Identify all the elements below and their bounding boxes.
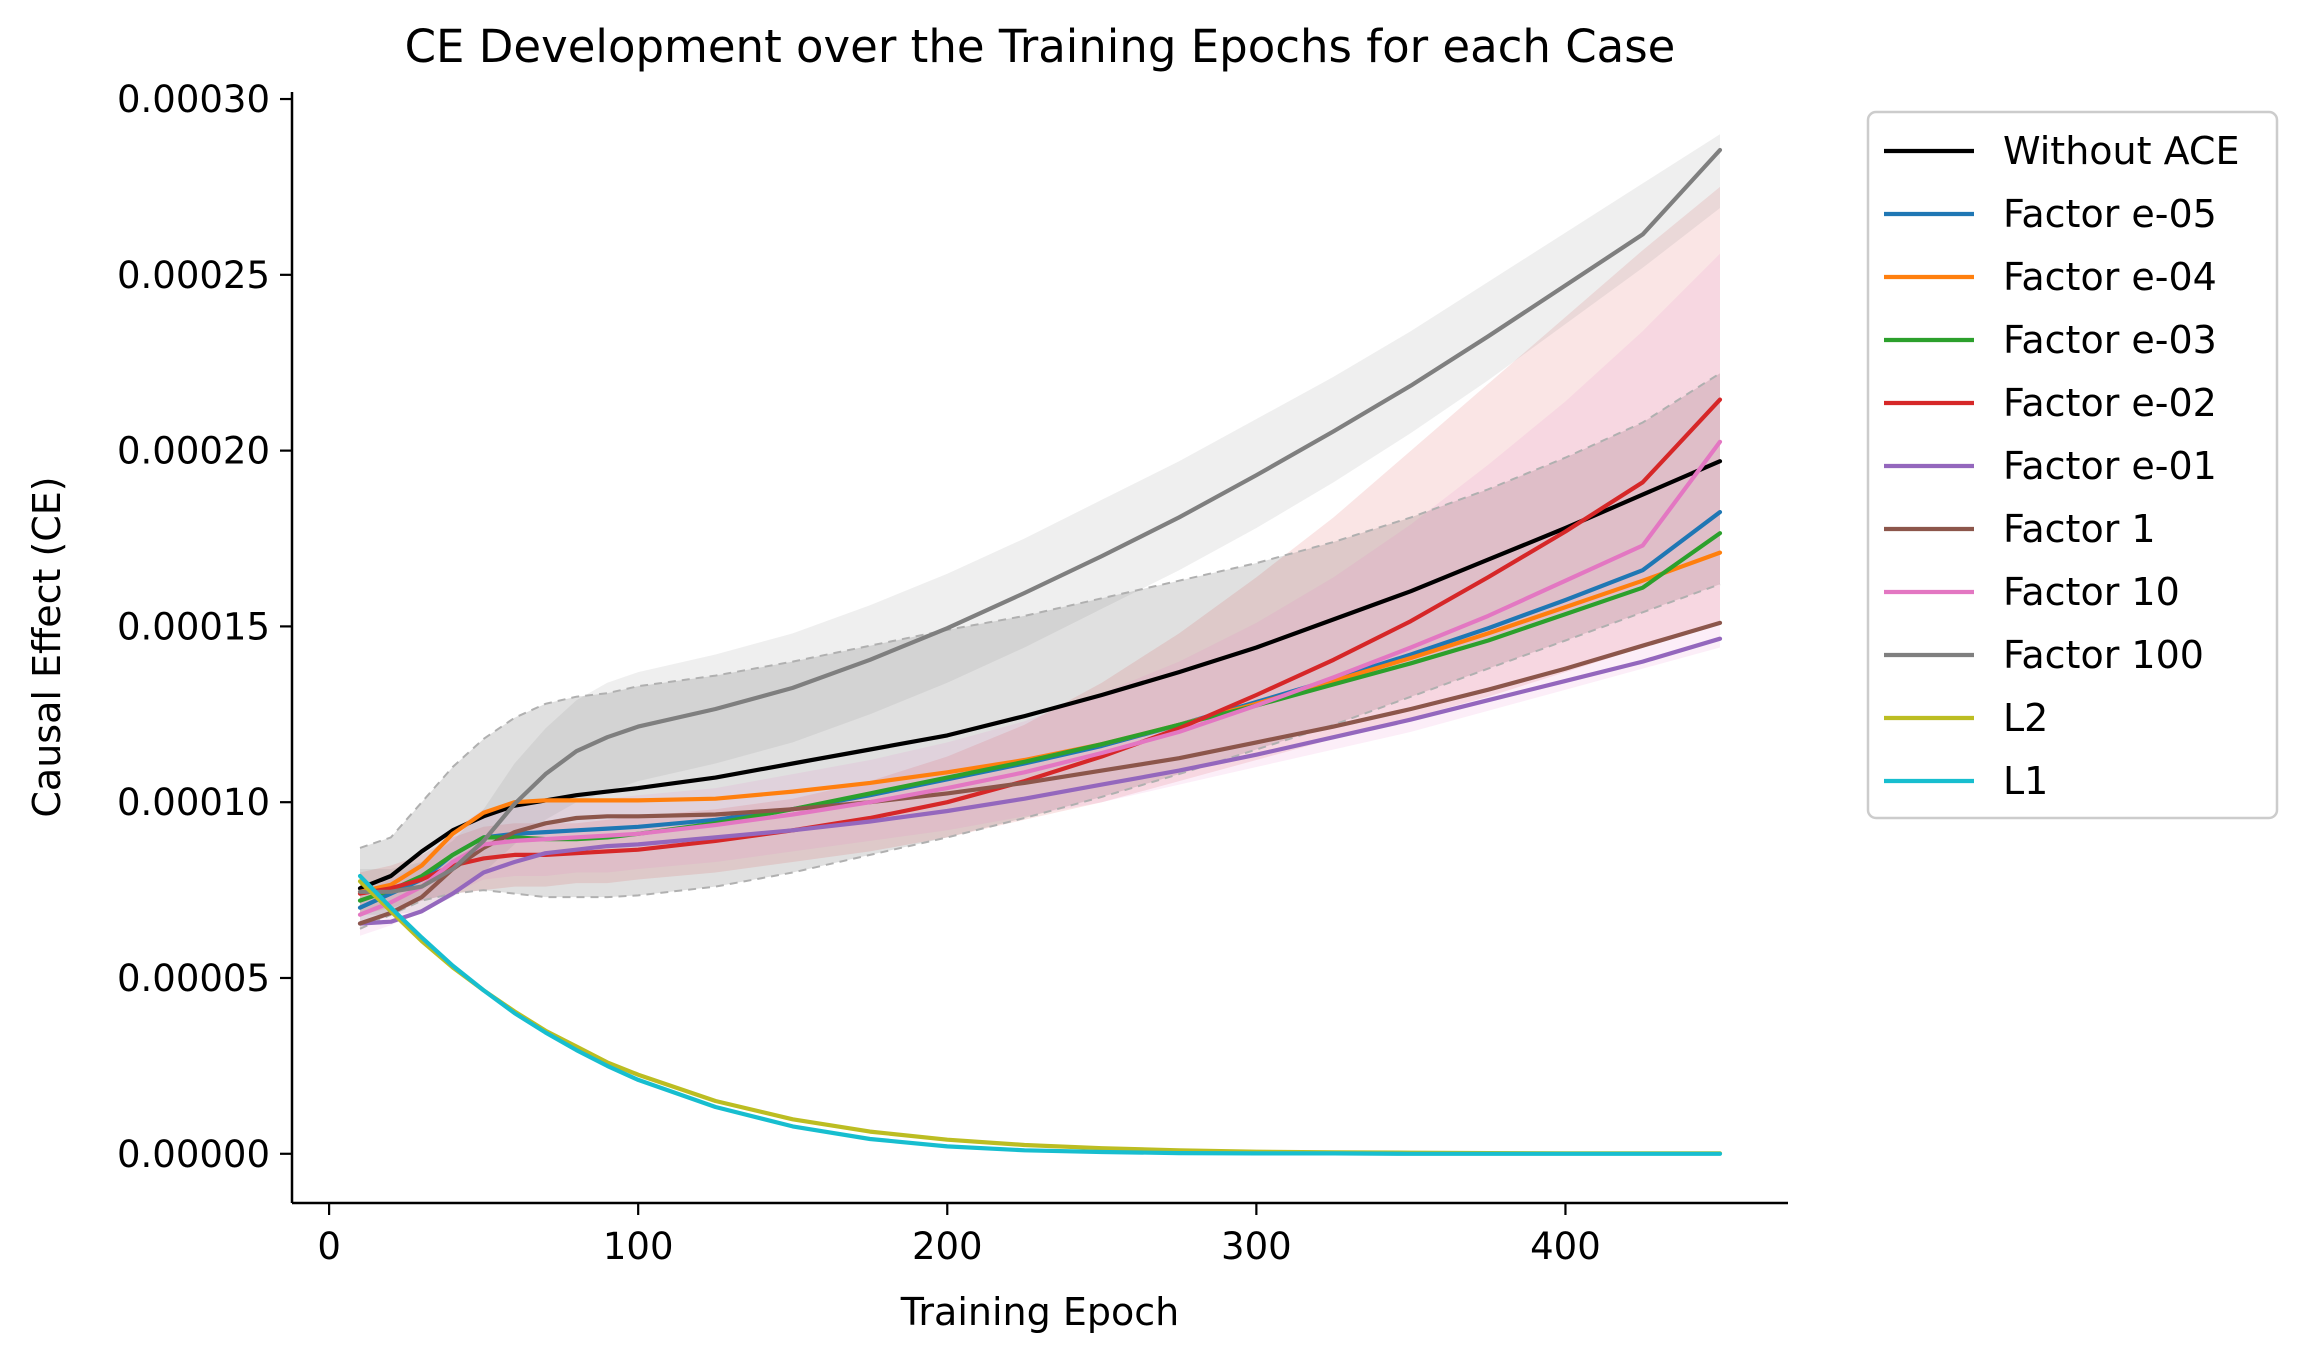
y-tick-label: 0.00000 <box>117 1133 270 1176</box>
legend-label-factor-e-05: Factor e-05 <box>2003 192 2217 236</box>
x-tick-label: 400 <box>1530 1225 1601 1268</box>
x-tick-label: 0 <box>317 1225 341 1268</box>
axis-ticks: 0 100 200 300 400 0.00000 0.00005 0.00010 0.0001… <box>117 78 1601 1268</box>
x-tick-label: 300 <box>1221 1225 1292 1268</box>
legend-label-l1: L1 <box>2003 759 2048 803</box>
chart-title: CE Development over the Training Epochs … <box>405 20 1676 73</box>
y-tick-label: 0.00015 <box>117 605 270 648</box>
x-tick-label: 200 <box>912 1225 983 1268</box>
series-line-factor-e-01 <box>357 636 1723 926</box>
x-axis-label: Training Epoch <box>900 1290 1179 1334</box>
band-without-ace <box>360 373 1720 929</box>
y-axis-label: Causal Effect (CE) <box>25 476 69 817</box>
legend-label-factor-1: Factor 1 <box>2003 507 2156 551</box>
legend-label-factor-e-02: Factor e-02 <box>2003 381 2217 425</box>
legend-frame <box>1866 110 2279 820</box>
y-tick-label: 0.00025 <box>117 254 270 297</box>
legend-items: Without ACE Factor e-05 Factor e-04 Factor … <box>1884 129 2239 803</box>
series-lines <box>357 147 1723 1156</box>
legend-label-without-ace: Without ACE <box>2003 129 2239 173</box>
series-line-factor-100 <box>357 147 1723 894</box>
legend-label-factor-100: Factor 100 <box>2003 633 2204 677</box>
legend: Without ACE Factor e-05 Factor e-04 Factor … <box>1866 110 2279 820</box>
band-edge-lower <box>359 583 1721 930</box>
series-line-factor-1 <box>357 620 1723 926</box>
y-tick-label: 0.00005 <box>117 957 270 1000</box>
legend-label-factor-10: Factor 10 <box>2003 570 2180 614</box>
legend-label-factor-e-03: Factor e-03 <box>2003 318 2217 362</box>
series-line-l1 <box>357 873 1723 1156</box>
band-factor-100 <box>360 134 1720 915</box>
y-tick-label: 0.00010 <box>117 781 270 824</box>
legend-label-l2: L2 <box>2003 696 2048 740</box>
y-tick-label: 0.00030 <box>117 78 270 121</box>
x-tick-label: 100 <box>603 1225 674 1268</box>
band-edge-upper <box>359 372 1721 849</box>
series-line-factor-e-03 <box>357 531 1723 903</box>
axes <box>290 92 1788 1205</box>
legend-label-factor-e-04: Factor e-04 <box>2003 255 2217 299</box>
series-line-factor-e-04 <box>357 550 1723 894</box>
y-tick-label: 0.00020 <box>117 430 270 473</box>
legend-label-factor-e-01: Factor e-01 <box>2003 444 2217 488</box>
